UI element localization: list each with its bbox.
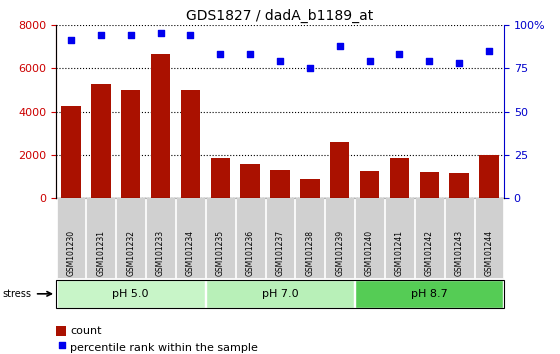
Point (484, 48, 493, 53)
Text: GSM101238: GSM101238 (305, 230, 314, 276)
Text: GSM101232: GSM101232 (126, 230, 135, 276)
Bar (181, 90, 200, 198)
Text: GSM101233: GSM101233 (156, 230, 165, 276)
Bar (300, 179, 320, 198)
Point (365, 58, 374, 64)
Point (186, 32, 195, 38)
Point (216, 51, 225, 57)
Bar (390, 158, 409, 198)
Bar (419, 172, 439, 198)
Text: GDS1827 / dadA_b1189_at: GDS1827 / dadA_b1189_at (186, 9, 374, 23)
Text: pH 8.7: pH 8.7 (411, 289, 447, 299)
Text: stress: stress (3, 289, 32, 299)
Text: percentile rank within the sample: percentile rank within the sample (70, 343, 258, 353)
Point (67, 38, 76, 43)
Bar (211, 158, 230, 198)
Point (425, 58, 434, 64)
Text: GSM101231: GSM101231 (96, 230, 105, 276)
Text: GSM101239: GSM101239 (335, 230, 344, 276)
Bar (121, 90, 141, 198)
Text: GSM101234: GSM101234 (186, 230, 195, 276)
Text: pH 5.0: pH 5.0 (113, 289, 149, 299)
Bar (151, 54, 170, 198)
Point (395, 51, 404, 57)
Point (305, 65, 314, 71)
Text: count: count (70, 326, 101, 336)
Bar (450, 173, 469, 198)
Point (455, 60, 464, 66)
Text: GSM101237: GSM101237 (276, 230, 284, 276)
Point (126, 32, 135, 38)
Text: GSM101240: GSM101240 (365, 230, 374, 276)
Point (276, 58, 284, 64)
Bar (479, 155, 499, 198)
Point (246, 51, 255, 57)
Text: GSM101243: GSM101243 (455, 230, 464, 276)
Point (57, 342, 66, 348)
Bar (270, 170, 290, 198)
Text: GSM101235: GSM101235 (216, 230, 225, 276)
Point (156, 30, 165, 36)
Text: GSM101241: GSM101241 (395, 230, 404, 276)
Text: GSM101230: GSM101230 (67, 230, 76, 276)
Text: GSM101242: GSM101242 (425, 230, 434, 276)
Text: pH 7.0: pH 7.0 (262, 289, 298, 299)
Bar (360, 171, 379, 198)
Text: GSM101244: GSM101244 (484, 230, 493, 276)
Point (335, 43, 344, 48)
Bar (91, 84, 110, 198)
Bar (61, 106, 81, 198)
Bar (240, 164, 260, 198)
Point (96, 32, 105, 38)
Bar (330, 142, 349, 198)
Text: GSM101236: GSM101236 (246, 230, 255, 276)
